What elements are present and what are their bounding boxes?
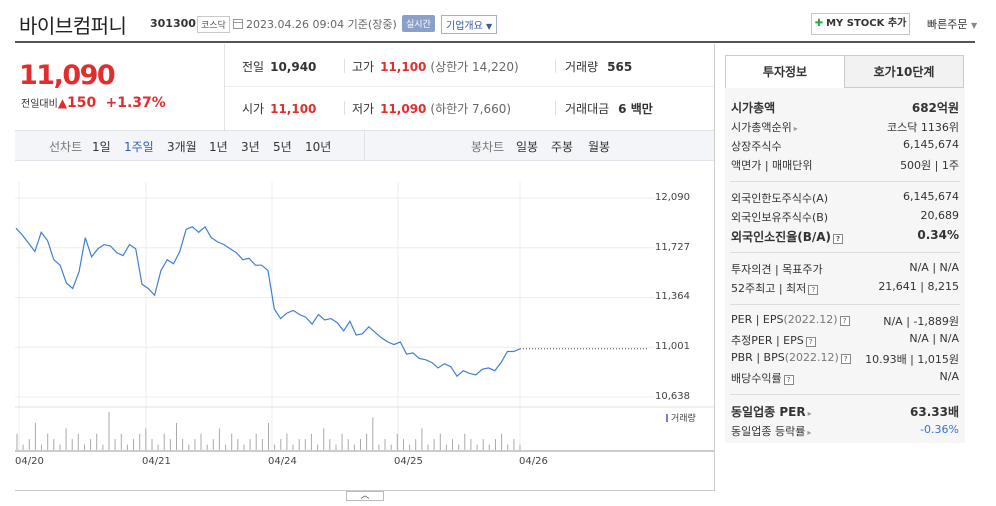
- y-tick: 12,090: [655, 192, 690, 203]
- open-price: 시가 11,100: [242, 102, 317, 116]
- change-label: 전일대비: [21, 99, 58, 110]
- stock-header: 바이브컴퍼니 301300 코스닥 2023.04.26 09:04 기준(장중…: [0, 0, 996, 42]
- chart-period-bar: 선차트 1일 1주일 3개월 1년 3년 5년 10년 봉차트 일봉 주봉 월봉: [15, 130, 714, 161]
- up-triangle-icon: ▲: [57, 96, 68, 110]
- col-divider: [555, 59, 556, 73]
- add-my-stock-button[interactable]: ✚ MY STOCK 추가: [811, 13, 910, 35]
- chevron-down-icon: ▼: [486, 22, 493, 31]
- line-chart-label: 선차트: [49, 140, 83, 154]
- quick-order-label: 빠른주문: [927, 18, 968, 31]
- change-value: 150: [67, 95, 97, 111]
- price-chart-svg: [15, 182, 714, 452]
- collapse-button[interactable]: ︿: [346, 491, 384, 501]
- quick-order-button[interactable]: 빠른주문 ▼: [927, 16, 977, 32]
- stock-code: 301300: [150, 17, 196, 30]
- change-percent: +1.37%: [105, 95, 166, 111]
- header-divider: [15, 41, 975, 43]
- panel-separator: [730, 304, 960, 305]
- period-1d[interactable]: 1일: [92, 140, 111, 154]
- col-divider: [555, 101, 556, 115]
- x-tick: 04/20: [15, 456, 44, 467]
- chevron-right-icon: ▸: [807, 428, 812, 437]
- plus-icon: ✚: [814, 18, 824, 29]
- price-divider: [224, 44, 225, 130]
- tab-order-book[interactable]: 호가10단계: [844, 55, 964, 88]
- chart-bottom-line: [15, 490, 714, 491]
- help-icon[interactable]: ?: [805, 337, 816, 347]
- panel-separator: [730, 181, 960, 182]
- quote-row-divider: [225, 86, 714, 87]
- candle-monthly[interactable]: 월봉: [588, 140, 611, 154]
- trade-amount: 거래대금 6 백만: [565, 102, 653, 116]
- y-tick: 10,638: [655, 391, 690, 402]
- help-icon[interactable]: ?: [783, 375, 794, 385]
- x-tick: 04/25: [394, 456, 423, 467]
- candle-weekly[interactable]: 주봉: [551, 140, 574, 154]
- x-tick: 04/24: [268, 456, 297, 467]
- candle-chart-label: 봉차트: [471, 140, 505, 154]
- y-tick: 11,727: [655, 242, 690, 253]
- x-tick: 04/26: [519, 456, 548, 467]
- tab-invest-info[interactable]: 투자정보: [725, 55, 845, 88]
- period-3m[interactable]: 3개월: [167, 140, 197, 154]
- candle-daily[interactable]: 일봉: [516, 140, 539, 154]
- corp-info-dropdown[interactable]: 기업개요 ▼: [441, 15, 498, 34]
- price-chart[interactable]: 12,090 11,727 11,364 11,001 10,638 거래량 0…: [15, 162, 714, 490]
- calendar-icon: [233, 19, 243, 29]
- period-1w[interactable]: 1주일: [124, 140, 154, 154]
- y-tick: 11,001: [655, 341, 690, 352]
- period-5y[interactable]: 5년: [273, 140, 292, 154]
- period-10y[interactable]: 10년: [305, 140, 332, 154]
- help-icon[interactable]: ?: [839, 316, 850, 326]
- price-change: 전일대비▲150 +1.37%: [21, 95, 166, 111]
- add-my-stock-label: MY STOCK 추가: [826, 18, 907, 29]
- panel-separator: [730, 252, 960, 253]
- realtime-badge[interactable]: 실시간: [402, 15, 435, 32]
- corp-info-label: 기업개요: [446, 21, 483, 32]
- volume: 거래량 565: [565, 60, 633, 74]
- chevron-right-icon: ▸: [807, 409, 812, 418]
- prev-close: 전일 10,940: [242, 60, 317, 74]
- quote-timestamp: 2023.04.26 09:04 기준(장중): [233, 16, 397, 32]
- company-name: 바이브컴퍼니: [19, 14, 127, 38]
- period-1y[interactable]: 1년: [209, 140, 228, 154]
- period-bar-divider: [364, 131, 365, 160]
- high-price: 고가 11,100 (상한가 14,220): [352, 60, 519, 74]
- price-series-line: [15, 225, 521, 378]
- x-tick: 04/21: [142, 456, 171, 467]
- chevron-right-icon: ▸: [793, 124, 798, 133]
- help-icon[interactable]: ?: [833, 234, 844, 244]
- invest-info-panel: [725, 88, 965, 443]
- market-badge: 코스닥: [197, 16, 230, 33]
- current-price: 11,090: [19, 60, 116, 91]
- help-icon[interactable]: ?: [840, 354, 851, 364]
- col-divider: [344, 101, 345, 115]
- low-price: 저가 11,090 (하한가 7,660): [352, 102, 512, 116]
- period-3y[interactable]: 3년: [241, 140, 260, 154]
- panel-divider: [714, 44, 715, 491]
- volume-legend: 거래량: [666, 411, 696, 424]
- y-tick: 11,364: [655, 291, 690, 302]
- chevron-down-icon: ▼: [970, 21, 978, 30]
- panel-separator: [730, 394, 960, 395]
- col-divider: [344, 59, 345, 73]
- help-icon[interactable]: ?: [808, 285, 819, 295]
- timestamp-text: 2023.04.26 09:04 기준(장중): [246, 18, 397, 31]
